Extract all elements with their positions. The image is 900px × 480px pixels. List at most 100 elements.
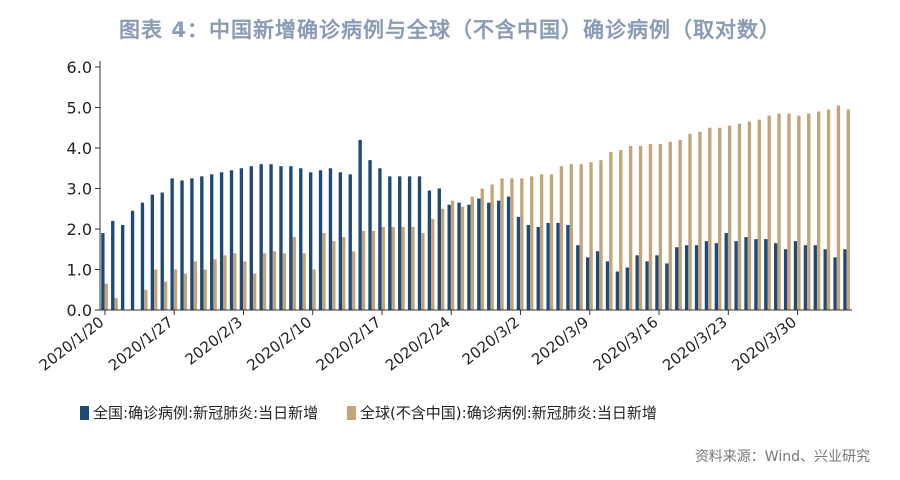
bar-global <box>787 113 791 310</box>
bar-global <box>332 241 336 310</box>
bar-global <box>233 253 237 310</box>
legend-item-global: 全球(不含中国):确诊病例:新冠肺炎:当日新增 <box>346 402 657 423</box>
bar-global <box>767 115 771 310</box>
y-tick-label: 4.0 <box>67 139 92 158</box>
bar-chart: 0.0 1.0 2.0 3.0 4.0 5.0 6.0 2020/1/202020/1/27… <box>36 58 852 375</box>
bar-china <box>289 166 293 310</box>
bar-china <box>724 233 728 310</box>
bar-global <box>440 208 445 310</box>
x-tick-label: 2020/3/2 <box>459 313 523 369</box>
x-tick-label: 2020/1/27 <box>105 313 177 375</box>
bar-global <box>737 123 742 310</box>
bar-global <box>549 174 554 310</box>
bar-global <box>589 162 593 310</box>
bar-china <box>546 222 550 310</box>
bar-china <box>279 166 283 310</box>
bar-global <box>727 125 732 310</box>
bar-global <box>628 145 633 310</box>
bar-china <box>605 261 610 310</box>
bar-global <box>361 231 366 310</box>
bar-china <box>477 198 481 311</box>
bar-global <box>144 289 148 310</box>
bar-global <box>539 174 544 310</box>
x-tick-label: 2020/3/30 <box>728 313 800 375</box>
bar-china <box>180 180 184 310</box>
bar-china <box>645 261 649 310</box>
bar-china <box>526 224 531 310</box>
bar-global <box>243 261 247 310</box>
y-tick-label: 3.0 <box>67 180 92 199</box>
bar-global <box>816 111 821 310</box>
bar-global <box>213 259 217 311</box>
bar-china <box>704 241 709 310</box>
bar-global <box>619 150 623 310</box>
y-tick-label: 5.0 <box>67 99 92 118</box>
bar-global <box>282 253 287 310</box>
bar-china <box>576 245 580 310</box>
bar-china <box>625 267 629 310</box>
bar-china <box>774 243 778 310</box>
legend-item-china: 全国:确诊病例:新冠肺炎:当日新增 <box>80 402 318 423</box>
bar-china <box>368 160 372 310</box>
bar-china <box>843 249 847 310</box>
bar-global <box>668 141 672 310</box>
bar-china <box>140 202 145 310</box>
bar-china <box>259 164 263 310</box>
bar-china <box>764 239 768 311</box>
bar-china <box>823 249 827 310</box>
bar-global <box>322 233 326 310</box>
bar-china <box>734 241 738 310</box>
legend-swatch-global <box>346 406 356 420</box>
bar-global <box>718 127 722 310</box>
source-note: 资料来源：Wind、兴业研究 <box>694 449 870 465</box>
bar-china <box>793 241 798 310</box>
bar-china <box>467 204 471 310</box>
bar-china <box>447 204 451 310</box>
bar-global <box>252 273 257 310</box>
bar-china <box>516 216 521 310</box>
bar-global <box>480 188 484 310</box>
bar-china <box>506 196 511 310</box>
bar-global <box>688 133 692 310</box>
bar-china <box>101 233 105 310</box>
bar-china <box>219 172 224 310</box>
bar-china <box>190 178 194 311</box>
bar-global <box>510 178 514 311</box>
bar-china <box>130 210 135 310</box>
bar-china <box>714 243 719 310</box>
bar-china <box>388 176 392 310</box>
bar-china <box>754 239 758 311</box>
bar-china <box>744 237 748 310</box>
bar-china <box>328 168 333 310</box>
bar-global <box>698 131 702 310</box>
bars <box>101 105 851 311</box>
legend-label-china: 全国:确诊病例:新冠肺炎:当日新增 <box>93 404 319 422</box>
bar-global <box>559 166 564 310</box>
bar-global <box>658 143 663 310</box>
bar-china <box>417 176 422 310</box>
bar-china <box>496 200 501 310</box>
bar-global <box>351 251 356 310</box>
bar-global <box>223 255 227 310</box>
bar-china <box>239 168 244 310</box>
bar-china <box>160 192 164 310</box>
bar-global <box>401 226 405 310</box>
bar-china <box>338 172 343 310</box>
bar-global <box>836 105 841 310</box>
bar-china <box>556 222 560 310</box>
bar-china <box>783 249 788 310</box>
bar-china <box>229 170 234 310</box>
bar-global <box>114 297 118 310</box>
bar-global <box>411 226 415 310</box>
x-tick-label: 2020/3/9 <box>528 313 592 369</box>
bar-china <box>437 188 441 310</box>
bar-china <box>655 255 659 310</box>
bar-china <box>318 170 323 310</box>
bar-global <box>470 196 475 310</box>
bar-global <box>747 121 752 310</box>
bar-global <box>173 269 178 310</box>
bar-global <box>154 269 158 310</box>
bar-global <box>846 109 851 311</box>
bar-china <box>813 245 817 310</box>
